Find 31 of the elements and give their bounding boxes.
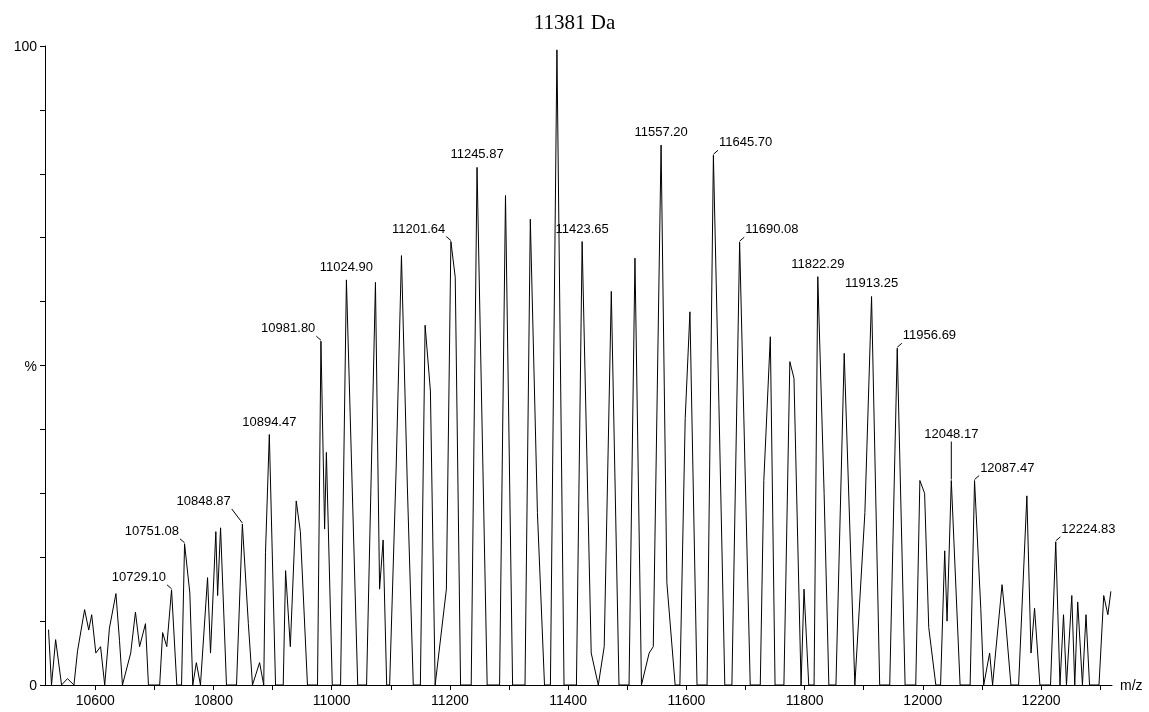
annotation: 12224.83 [1061, 520, 1116, 536]
annotation: 11690.08 [745, 221, 799, 237]
x-tick-label: 11400 [549, 692, 588, 708]
annotation: 11201.64 [392, 220, 446, 236]
y-tick-label: 100 [13, 38, 38, 54]
annotation: 10751.08 [124, 522, 179, 538]
annotation: 11024.90 [319, 258, 374, 274]
annotation: 10981.80 [261, 320, 316, 336]
annotation: 11822.29 [791, 255, 845, 271]
annotation: 10848.87 [176, 492, 231, 508]
x-tick-label: 11800 [785, 692, 824, 708]
annotation: 12087.47 [980, 459, 1035, 475]
x-tick-label: 11600 [667, 692, 706, 708]
annotation: 10729.10 [111, 568, 166, 584]
annotation: 11645.70 [719, 134, 773, 150]
chart-title: 11381 Da [533, 9, 616, 34]
annotation: 10894.47 [242, 413, 297, 429]
y-tick-label: 0 [29, 677, 38, 693]
x-axis-title: m/z [1120, 677, 1143, 693]
x-tick-label: 12200 [1021, 692, 1061, 708]
annotation: 11557.20 [634, 124, 688, 140]
annotation: 11245.87 [450, 146, 504, 162]
x-tick-label: 12000 [903, 692, 943, 708]
x-tick-label: 11200 [430, 692, 470, 708]
x-tick-label: 10600 [75, 692, 115, 708]
annotation: 12048.17 [924, 425, 979, 441]
x-tick-label: 10800 [194, 692, 234, 708]
annotation: 11956.69 [902, 327, 957, 343]
x-tick-label: 11000 [312, 692, 351, 708]
annotation: 11913.25 [844, 275, 899, 291]
y-tick-label: % [24, 357, 37, 374]
